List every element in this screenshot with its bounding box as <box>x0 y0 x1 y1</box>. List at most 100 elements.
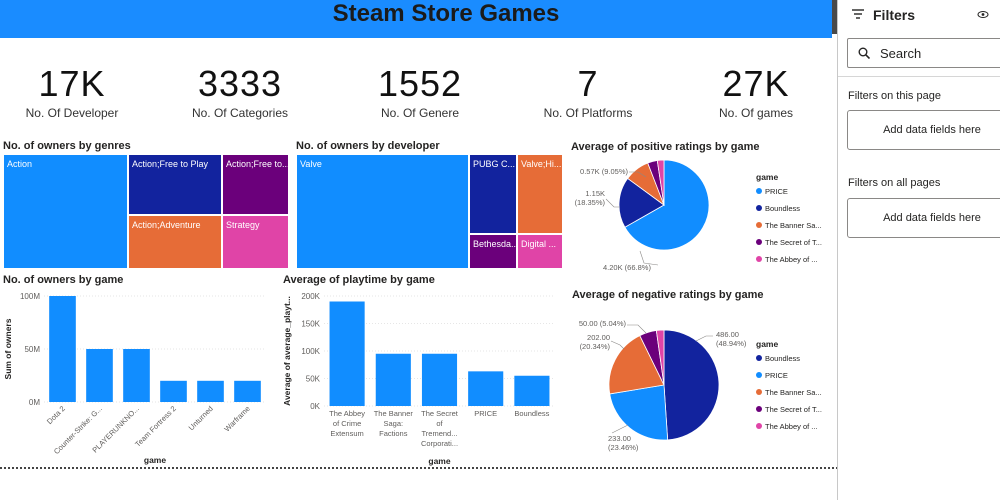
pie-data-label-line: (20.34%) <box>580 342 611 351</box>
treemap-tile[interactable]: Valve;Hi... <box>517 154 563 234</box>
dropzone-label: Add data fields here <box>883 124 981 136</box>
legend-entry: Boundless <box>765 354 800 363</box>
kpi-label: No. Of Genere <box>380 106 460 120</box>
bar[interactable] <box>329 301 365 407</box>
x-tick-label-line: Boundless <box>514 409 549 418</box>
pie-slice[interactable] <box>655 329 665 386</box>
treemap-tile[interactable]: Action;Adventure <box>128 215 222 269</box>
pie-data-label-line: 1.15K <box>585 189 605 198</box>
legend-marker <box>756 205 762 211</box>
x-tick-label-line: The Banner <box>374 409 414 418</box>
dropzone-label: Add data fields here <box>883 212 981 224</box>
kpi-card-games[interactable]: 27K No. Of games <box>706 62 806 120</box>
bar[interactable] <box>49 296 76 402</box>
pie-slice[interactable] <box>663 329 720 441</box>
bar[interactable] <box>86 349 113 402</box>
kpi-card-platforms[interactable]: 7 No. Of Platforms <box>538 62 638 120</box>
bar-playtime-chart[interactable]: 0K 50K 100K 150K 200K The Abbey of Crime Extens… <box>280 287 570 467</box>
legend-marker <box>756 222 762 228</box>
treemap-tile[interactable]: Action;Free to Play <box>128 154 222 215</box>
bar[interactable] <box>375 353 411 406</box>
pie-slice[interactable] <box>608 335 665 395</box>
pie-positive-title: Average of positive ratings by game <box>571 141 760 153</box>
legend-marker <box>756 372 762 378</box>
kpi-card-developers[interactable]: 17K No. Of Developer <box>22 62 122 120</box>
filter-search-input[interactable]: Search <box>847 38 1000 68</box>
pie-slice[interactable] <box>624 159 710 251</box>
x-tick-label-line: Corporati... <box>421 439 458 448</box>
bar[interactable] <box>421 353 458 406</box>
treemap-tile[interactable]: Strategy <box>222 215 289 269</box>
filters-on-this-page-heading: Filters on this page <box>848 90 941 102</box>
y-tick-label: 0K <box>310 402 320 411</box>
legend-marker <box>756 423 762 429</box>
pie-data-label: 202.00 (20.34%) <box>580 333 611 351</box>
treemap-tile[interactable]: Digital ... <box>517 234 563 269</box>
kpi-card-categories[interactable]: 3333 No. Of Categories <box>190 62 290 120</box>
pie-data-label-line: 486.00 <box>716 330 739 339</box>
x-tick-label: The Secret of Tremend... Corporati... <box>421 409 459 448</box>
x-tick-label: The Abbey of Crime Extensum <box>329 409 365 438</box>
x-tick-label: PRICE <box>474 409 497 418</box>
pie-slice[interactable] <box>656 159 665 206</box>
pie-negative-chart[interactable]: 486.00 (48.94%) 233.00 (23.46%) 202.00 (20.34… <box>568 305 836 465</box>
search-placeholder: Search <box>880 46 922 61</box>
pie-leader-line <box>610 340 625 350</box>
bar[interactable] <box>197 380 224 402</box>
pie-data-label-line: (48.94%) <box>716 339 747 348</box>
eye-icon[interactable] <box>977 10 989 19</box>
all-pages-filter-dropzone[interactable]: Add data fields here <box>847 198 1000 238</box>
treemap-tile[interactable]: Valve <box>296 154 469 269</box>
bar[interactable] <box>514 375 550 406</box>
pie-positive-chart[interactable]: 4.20K (66.8%) 1.15K (18.35%) 0.57K (9.05%) g… <box>568 155 836 275</box>
pie-slice[interactable] <box>618 177 665 228</box>
kpi-label: No. Of Categories <box>191 106 289 120</box>
filters-pane: Filters Search Filters on this page Add … <box>838 0 1000 500</box>
x-tick-label-line: Extensum <box>330 429 363 438</box>
treemap-tile[interactable]: Action <box>3 154 128 269</box>
bar[interactable] <box>468 371 504 406</box>
y-tick-label: 50K <box>306 375 321 384</box>
pie-data-label: 50.00 (5.04%) <box>579 319 627 328</box>
pane-divider <box>837 0 838 500</box>
bar-owners-title: No. of owners by game <box>3 274 124 286</box>
x-tick-label: Boundless <box>514 409 549 418</box>
pie-data-label: 0.57K (9.05%) <box>580 167 628 176</box>
page-title: Steam Store Games <box>332 0 560 27</box>
pie-data-label-line: 233.00 <box>608 434 631 443</box>
pie-slice[interactable] <box>609 384 669 441</box>
legend-marker <box>756 239 762 245</box>
treemap-developer-title: No. of owners by developer <box>296 140 440 152</box>
legend-entry: The Abbey of ... <box>765 255 818 264</box>
pie-data-label-line: 202.00 <box>587 333 610 342</box>
legend-entry: The Abbey of ... <box>765 422 818 431</box>
filters-title: Filters <box>873 7 916 23</box>
kpi-card-genres[interactable]: 1552 No. Of Genere <box>370 62 470 120</box>
pie-leader-line <box>627 324 647 334</box>
x-tick-label-line: PRICE <box>474 409 497 418</box>
x-axis-title: game <box>428 456 450 466</box>
bar[interactable] <box>123 349 150 402</box>
treemap-tile[interactable]: PUBG C... <box>469 154 517 234</box>
treemap-tile[interactable]: Action;Free to... <box>222 154 289 215</box>
kpi-value: 27K <box>722 63 790 104</box>
bar[interactable] <box>234 380 261 402</box>
bar[interactable] <box>160 380 187 402</box>
kpi-value: 3333 <box>197 63 283 104</box>
x-tick-label-line: The Secret <box>421 409 459 418</box>
y-tick-label: 100M <box>20 292 40 301</box>
y-tick-label: 150K <box>301 320 320 329</box>
x-tick-label-line: of <box>436 419 443 428</box>
treemap-tile[interactable]: Bethesda... <box>469 234 517 269</box>
kpi-value: 1552 <box>377 63 463 104</box>
search-icon <box>858 47 870 59</box>
x-tick-label: Warframe <box>222 404 251 433</box>
page-filter-dropzone[interactable]: Add data fields here <box>847 110 1000 150</box>
legend-entry: The Secret of T... <box>765 238 822 247</box>
pie-data-label: 1.15K (18.35%) <box>575 189 606 207</box>
legend-title: game <box>756 339 778 349</box>
x-tick-label: Dota 2 <box>45 404 67 426</box>
pie-negative-title: Average of negative ratings by game <box>572 289 764 301</box>
y-tick-label: 50M <box>24 345 40 354</box>
